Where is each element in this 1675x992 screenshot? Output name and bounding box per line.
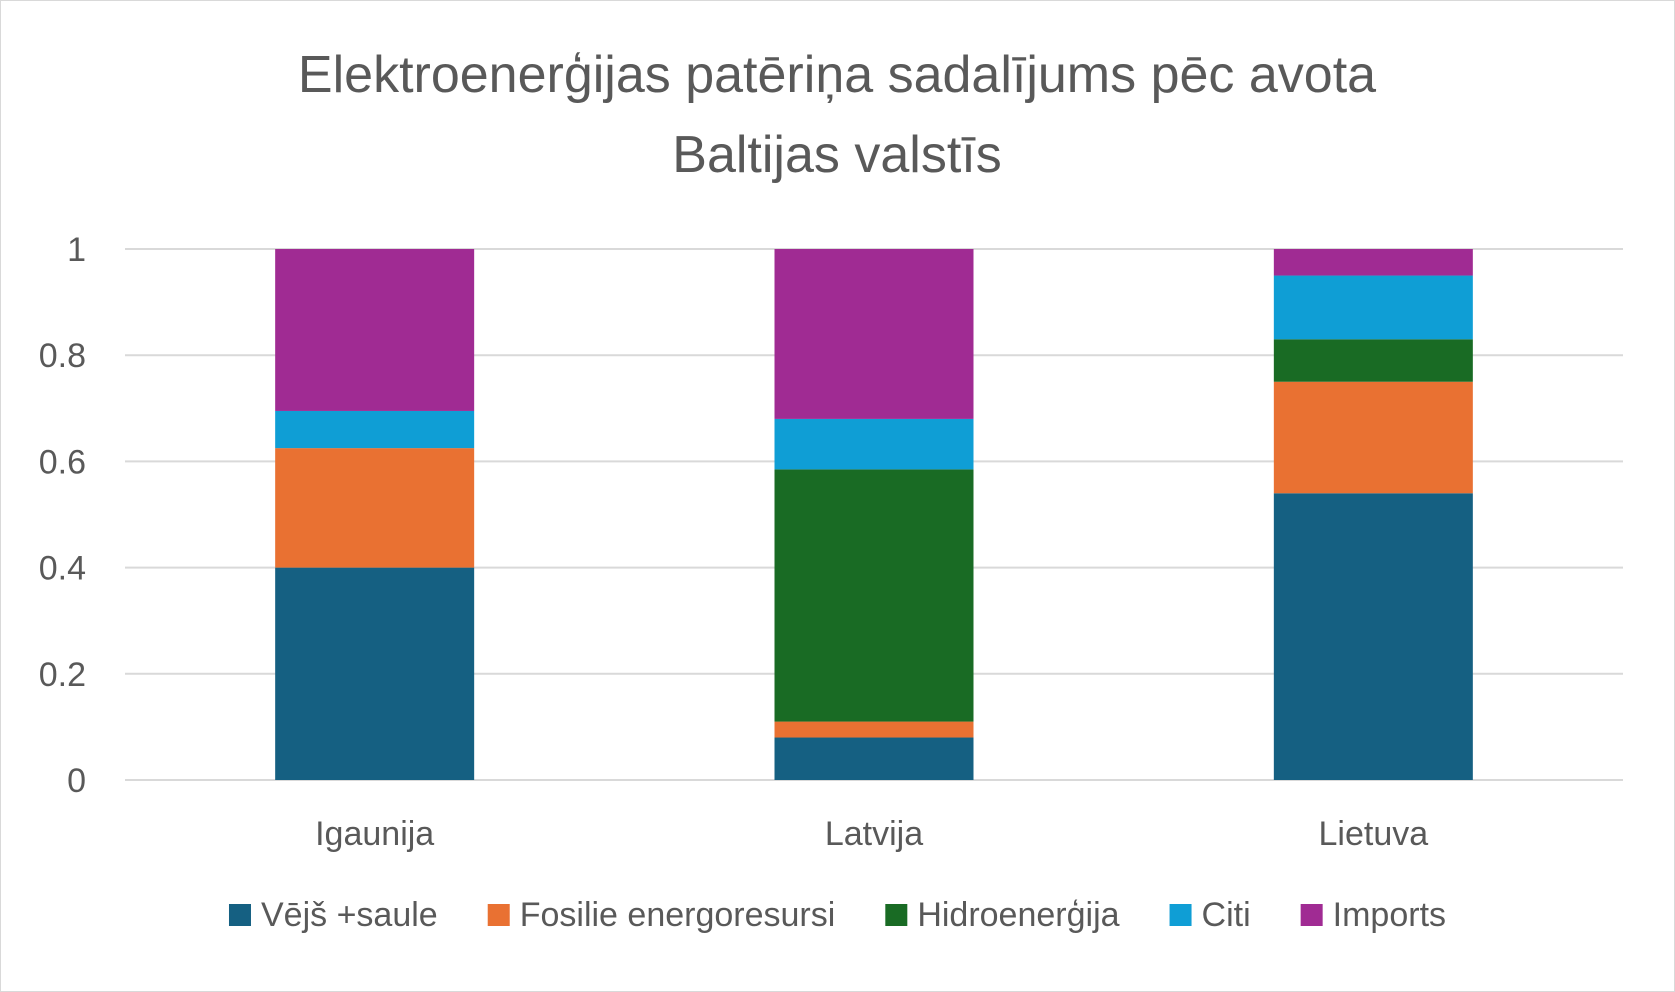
y-tick-label: 0.2 — [39, 656, 86, 694]
x-category-label: Latvija — [825, 815, 923, 853]
bar-segment — [275, 249, 475, 411]
legend-label: Citi — [1202, 896, 1251, 934]
legend-item: Hidroenerģija — [885, 896, 1120, 934]
bar-segment — [1273, 249, 1473, 276]
bars — [275, 249, 1473, 780]
legend-label: Vējš +saule — [261, 896, 438, 934]
chart-title-line-2: Baltijas valstīs — [672, 126, 1001, 184]
legend-swatch — [1169, 904, 1192, 926]
bar-segment — [774, 249, 974, 419]
legend: Vējš +saule Fosilie energoresursi Hidroene… — [228, 896, 1446, 934]
legend-item: Vējš +saule — [228, 896, 438, 934]
bar-segment — [275, 448, 475, 568]
legend-swatch — [885, 904, 908, 926]
x-category-label: Lietuva — [1319, 815, 1429, 853]
bar-segment — [1273, 275, 1473, 340]
bar-segment — [275, 567, 475, 780]
bar-segment — [774, 721, 974, 738]
y-tick-label: 0 — [67, 762, 86, 800]
bar-segment — [1273, 493, 1473, 780]
bar-segment — [774, 469, 974, 722]
legend-swatch — [228, 904, 251, 926]
legend-label: Hidroenerģija — [917, 896, 1119, 934]
y-tick-label: 0.4 — [39, 550, 86, 588]
legend-swatch — [487, 904, 510, 926]
legend-item: Citi — [1169, 896, 1251, 934]
bar-segment — [1273, 339, 1473, 382]
legend-label: Imports — [1333, 896, 1446, 934]
bar-segment — [774, 737, 974, 780]
y-tick-label: 0.8 — [39, 337, 86, 375]
bar-segment — [1273, 381, 1473, 494]
y-tick-label: 0.6 — [39, 443, 86, 481]
x-axis-category-labels: Igaunija Latvija Lietuva — [315, 815, 1428, 853]
legend-label: Fosilie energoresursi — [520, 896, 836, 934]
legend-swatch — [1300, 904, 1323, 926]
chart-title-line-1: Elektroenerģijas patēriņa sadalījums pēc… — [298, 46, 1376, 104]
legend-item: Fosilie energoresursi — [487, 896, 836, 934]
y-axis-tick-labels: 0 0.2 0.4 0.6 0.8 1 — [39, 231, 86, 800]
x-category-label: Igaunija — [315, 815, 434, 853]
bar-segment — [774, 418, 974, 470]
bar-segment — [275, 410, 475, 449]
legend-item: Imports — [1300, 896, 1446, 934]
y-tick-label: 1 — [67, 231, 86, 269]
